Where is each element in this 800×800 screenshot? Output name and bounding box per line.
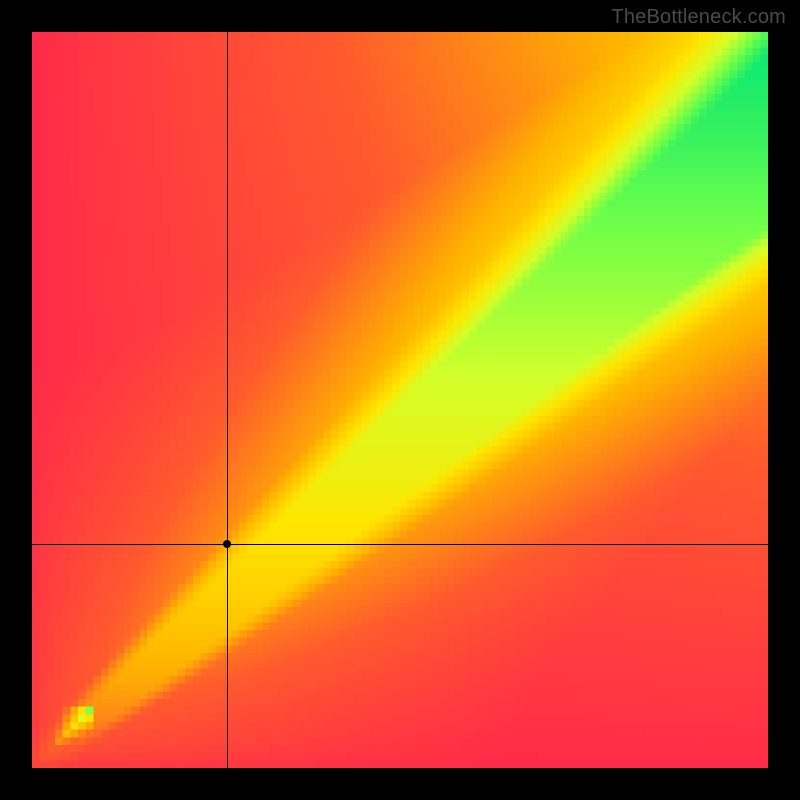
crosshair-dot <box>223 540 231 548</box>
watermark-text: TheBottleneck.com <box>611 6 786 29</box>
heatmap-canvas <box>32 32 768 768</box>
chart-container: TheBottleneck.com <box>0 0 800 800</box>
plot-area <box>32 32 768 768</box>
crosshair-horizontal <box>32 544 768 545</box>
crosshair-vertical <box>227 32 228 768</box>
